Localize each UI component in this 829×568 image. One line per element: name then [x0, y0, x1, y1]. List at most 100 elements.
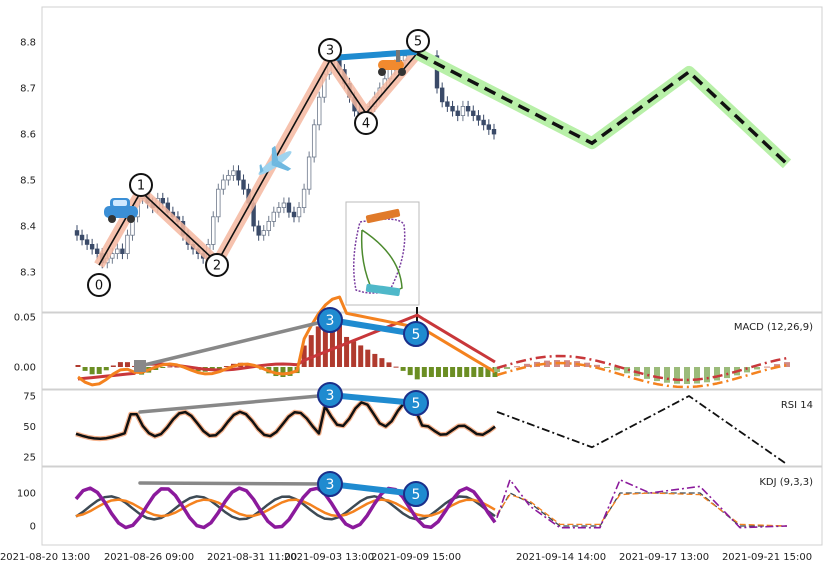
macd-hist-bar-56	[471, 367, 477, 377]
macd-hist-bar-20	[216, 367, 222, 369]
kdj-panel-label: KDJ (9,3,3)	[759, 477, 813, 488]
candle-body-72	[465, 106, 471, 112]
candle-body-0	[74, 230, 80, 236]
macd-hist-bar-0	[75, 365, 81, 367]
kdj-panel	[74, 478, 788, 530]
macd-hist-bar-12	[160, 367, 166, 368]
rollercoaster-car-top	[365, 208, 401, 224]
xtick-label-6: 2021-09-17 13:00	[619, 552, 709, 563]
airplane-wing-bottom	[271, 160, 292, 172]
pivot-label-5: 5	[414, 35, 422, 50]
divergence-badge-2	[317, 382, 343, 408]
ytick-price-2: 8.5	[20, 176, 36, 187]
airplane-wing-top	[271, 145, 279, 166]
divergence-badge-3	[403, 390, 429, 416]
candle-body-2	[84, 239, 90, 245]
macd-hist-bar-35	[322, 320, 328, 367]
macd-forecast-hist-28	[774, 364, 780, 367]
macd-blue-divergence	[327, 317, 419, 337]
overlay: 3 5 3 5 3 5	[134, 307, 429, 507]
ytick-rsi-2: 75	[23, 392, 36, 403]
ytick-kdj-1: 100	[17, 489, 36, 500]
rsi-line	[75, 401, 496, 440]
candle-body-33	[241, 179, 246, 190]
rsi-blue-divergence	[327, 392, 419, 406]
kdj-forecast-j	[496, 478, 788, 529]
macd-forecast-hist-16	[654, 367, 660, 382]
candle-body-37	[261, 230, 266, 236]
pivot-label-4: 4	[362, 117, 370, 132]
kdj-forecast-d	[496, 492, 788, 527]
divergence-badge-label-5: 5	[412, 487, 421, 503]
rsi-panel	[75, 395, 788, 466]
macd-forecast-hist-10	[594, 364, 600, 367]
car-wheel-rear	[127, 215, 135, 223]
pivot-marker-1	[129, 173, 153, 197]
macd-hist-bar-53	[450, 367, 456, 377]
car-icon	[104, 198, 138, 223]
macd-hist-bar-13	[167, 366, 173, 368]
forecast-line	[416, 51, 789, 166]
divergence-badge-label-4: 3	[326, 477, 335, 493]
macd-hist-bar-2	[89, 367, 95, 375]
candle-body-76	[486, 124, 492, 130]
candle-body-40	[276, 207, 282, 213]
price-divergence-line	[328, 49, 418, 61]
macd-hist-bar-3	[96, 367, 102, 374]
candle-body-47	[311, 124, 317, 158]
candle-body-3	[89, 243, 95, 250]
candle-body-31	[231, 170, 236, 176]
scooter-body	[378, 60, 404, 70]
candle-body-30	[226, 174, 231, 181]
ytick-rsi-1: 50	[23, 422, 36, 433]
divergence-badge-label-1: 5	[412, 327, 421, 343]
macd-hist-bar-28	[273, 367, 279, 377]
macd-forecast-hist-26	[754, 367, 760, 370]
divergence-badge-label-0: 3	[326, 313, 335, 329]
candle-body-39	[271, 211, 276, 222]
scooter-wheel-rear	[378, 68, 386, 76]
xtick-label-3: 2021-09-03 13:00	[284, 552, 374, 563]
candle-body-75	[481, 119, 486, 126]
macd-hist-bar-1	[82, 367, 88, 371]
macd-forecast-signal	[496, 354, 788, 382]
rollercoaster-car-bottom	[365, 283, 401, 297]
scooter-wheel-front	[398, 68, 406, 76]
xtick-label-2: 2021-08-31 11:00	[207, 552, 297, 563]
macd-grey-marker	[134, 360, 146, 372]
macd-forecast-hist-17	[664, 367, 670, 383]
macd-hist-bar-33	[308, 335, 314, 367]
xtick-label-1: 2021-08-26 09:00	[104, 552, 194, 563]
rsi-grey-divergence	[138, 393, 332, 414]
xtick-label-4: 2021-09-09 15:00	[371, 552, 461, 563]
ytick-kdj-0: 0	[30, 522, 36, 533]
candle-body-69	[450, 106, 455, 112]
macd-forecast-hist-0	[494, 367, 500, 372]
candle-body-17	[160, 197, 165, 204]
macd-hist-bar-21	[223, 366, 229, 368]
price-panel: 0 1 2 3 4 5	[74, 29, 792, 332]
pivot-label-0: 0	[95, 279, 103, 294]
pivot-label-1: 1	[137, 179, 145, 194]
macd-hist-bar-29	[280, 367, 286, 377]
pivot-marker-3	[318, 38, 342, 62]
macd-hist-bar-42	[372, 353, 378, 367]
candle-body-8	[115, 248, 120, 254]
macd-forecast-hist-19	[684, 367, 690, 384]
divergence-badge-label-3: 5	[412, 396, 421, 412]
macd-forecast-hist-20	[694, 367, 700, 384]
candle-body-41	[281, 202, 287, 208]
candle-body-1	[79, 234, 85, 241]
candle-body-48	[317, 96, 322, 126]
candle-body-27	[211, 216, 216, 245]
pivot-label-3: 3	[326, 44, 334, 59]
macd-hist-bar-32	[301, 345, 307, 367]
panel-frame-kdj	[41, 466, 823, 546]
scooter-stem	[396, 50, 400, 62]
macd-forecast-hist-2	[514, 366, 520, 368]
macd-forecast-hist-11	[604, 367, 610, 368]
macd-hist-bar-6	[117, 362, 123, 367]
candle-body-36	[256, 225, 261, 236]
macd-hist-bar-47	[407, 367, 413, 376]
